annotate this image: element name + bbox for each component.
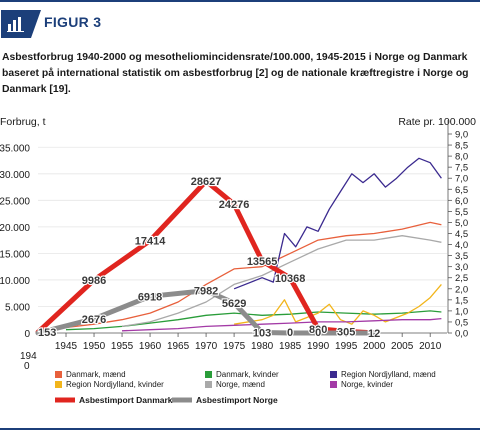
x-tick-label: 1990	[307, 341, 330, 352]
x-tick-label: 1970	[195, 341, 218, 352]
x-tick-label: 2000	[363, 341, 386, 352]
point-label-asbestimport-norge: 2676	[82, 314, 106, 326]
axes: 0 5.000 10.000 15.000 20.000 25.000 30.000 35.0…	[0, 120, 468, 372]
y2-tick-label: 2,5	[455, 273, 468, 284]
rate-line-norge-maend	[121, 235, 442, 328]
rate-lines	[65, 157, 442, 332]
point-label-asbestimport-norge: 0	[315, 327, 321, 339]
y2-tick-label: 9,0	[455, 130, 468, 141]
point-label-asbestimport-danmark: 305	[337, 326, 355, 338]
figure-caption: Asbestforbrug 1940-2000 og mesotheliomin…	[2, 52, 469, 95]
x-tick-label: 1980	[251, 341, 274, 352]
y2-axis-label: Rate pr. 100.000	[398, 116, 476, 128]
x-tick-label: 1975	[223, 341, 246, 352]
figure-label: FIGUR 3	[44, 14, 102, 30]
legend-label-danmark-kvinder: Danmark, kvinder	[216, 370, 279, 379]
import-line-asbestimport-norge	[35, 288, 377, 336]
y-tick-label: 20.000	[0, 223, 30, 234]
y2-tick-label: 0,0	[455, 329, 468, 340]
point-label-asbestimport-norge: 0	[287, 327, 293, 339]
y2-tick-label: 8,0	[455, 152, 468, 163]
point-label-asbestimport-danmark: 10368	[275, 273, 306, 285]
legend-label-norge-kvinder: Norge, kvinder	[341, 380, 393, 389]
point-label-asbestimport-norge: 5629	[222, 298, 246, 310]
point-label-asbestimport-danmark: 13565	[247, 256, 278, 268]
legend-label-norge-maend: Norge, mænd	[216, 380, 265, 389]
x-tick-label: 1995	[335, 341, 358, 352]
y-tick-label: 35.000	[0, 143, 30, 154]
y2-tick-label: 5,0	[455, 218, 468, 229]
point-label-asbestimport-danmark: 153	[38, 327, 56, 339]
x-tick-label: 1960	[139, 341, 162, 352]
rate-line-danmark-maend	[65, 221, 442, 329]
y2-tick-label: 3,5	[455, 251, 468, 262]
y-tick-label: 0	[24, 329, 30, 340]
y2-tick-label: 7,5	[455, 163, 468, 174]
rate-line-region-nordjylland-kvinder	[233, 283, 442, 325]
x-tick-label: 2010	[419, 341, 442, 352]
x-tick-label: 1965	[167, 341, 190, 352]
import-line-asbestimport-danmark	[35, 178, 377, 336]
import-lines	[35, 178, 377, 336]
y2-tick-label: 4,0	[455, 240, 468, 251]
legend-label-asbestimport-norge: Asbestimport Norge	[196, 395, 278, 405]
y2-tick-label: 8,5	[455, 141, 468, 152]
x-tick-label: 1985	[279, 341, 302, 352]
top-rule	[0, 0, 480, 2]
legend-swatch-norge-maend	[205, 381, 212, 388]
legend-label-danmark-maend: Danmark, mænd	[66, 370, 126, 379]
legend-swatch-norge-kvinder	[330, 381, 337, 388]
y-tick-label: 25.000	[0, 196, 30, 207]
legend-swatch-region-nordjylland-kvinder	[55, 381, 62, 388]
grid	[38, 146, 447, 307]
y2-tick-label: 6,0	[455, 196, 468, 207]
y-tick-label: 30.000	[0, 170, 30, 181]
legend-label-region-nordjylland-kvinder: Region Nordjylland, kvinder	[66, 380, 164, 389]
point-label-asbestimport-norge: 7982	[194, 286, 218, 298]
y2-tick-label: 7,0	[455, 174, 468, 185]
x-tick-label: 1950	[83, 341, 106, 352]
x-tick-label-first: 194	[20, 351, 37, 362]
y2-tick-label: 3,0	[455, 262, 468, 273]
y2-tick-label: 1,5	[455, 295, 468, 306]
y-tick-label: 5.000	[5, 302, 30, 313]
point-label-asbestimport-norge: 6918	[138, 291, 162, 303]
point-labels: 153 9986 17414 28627 24276 13565 10368 800 305 12…	[37, 175, 381, 341]
bottom-rule	[0, 428, 480, 430]
point-label-asbestimport-danmark: 9986	[82, 275, 106, 287]
legend-swatch-region-nordjylland-maend	[330, 371, 337, 378]
x-tick-label: 1955	[111, 341, 134, 352]
y2-tick-label: 6,5	[455, 185, 468, 196]
legend-label-asbestimport-danmark: Asbestimport Danmark	[79, 395, 173, 405]
point-label-asbestimport-danmark: 800	[309, 324, 327, 336]
rate-line-region-nordjylland-maend	[233, 157, 442, 290]
legend: Danmark, mænd Danmark, kvinder Region Nord…	[55, 370, 436, 405]
y-tick-label: 15.000	[0, 249, 30, 260]
chart: Forbrug, t Rate pr. 100.000 0 5.000 10.000…	[0, 116, 476, 405]
y2-tick-label: 2,0	[455, 284, 468, 295]
x-tick-label: 2005	[391, 341, 414, 352]
x-tick-label-first-tail: 0	[24, 361, 30, 372]
y-axis-label: Forbrug, t	[0, 116, 46, 128]
rate-line-norge-kvinder	[121, 317, 442, 332]
legend-label-region-nordjylland-maend: Region Nordjylland, mænd	[341, 370, 436, 379]
y2-tick-label: 5,5	[455, 207, 468, 218]
figure-header: FIGUR 3	[0, 10, 480, 38]
bar-chart-icon	[1, 10, 41, 38]
point-label-asbestimport-danmark: 12	[368, 328, 380, 340]
point-label-asbestimport-danmark: 24276	[219, 199, 250, 211]
x-tick-label: 1945	[55, 341, 78, 352]
point-label-asbestimport-norge: 103	[253, 327, 271, 339]
y-tick-label: 10.000	[0, 276, 30, 287]
y2-tick-label: 4,5	[455, 229, 468, 240]
legend-swatch-danmark-maend	[55, 371, 62, 378]
y2-tick-label: 1,0	[455, 306, 468, 317]
legend-swatch-danmark-kvinder	[205, 371, 212, 378]
point-label-asbestimport-danmark: 28627	[191, 176, 222, 188]
y2-tick-label: 0,5	[455, 317, 468, 328]
point-label-asbestimport-danmark: 17414	[135, 236, 166, 248]
